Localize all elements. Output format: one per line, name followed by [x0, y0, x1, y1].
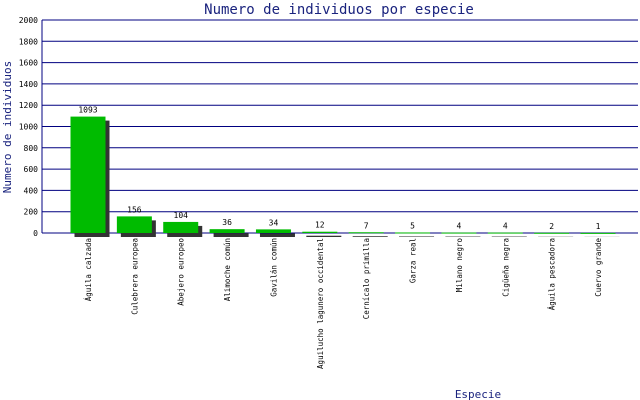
y-tick-label: 1600: [19, 59, 38, 68]
bar-value-label: 4: [456, 222, 461, 231]
bar-value-label: 34: [269, 218, 279, 227]
y-tick-label: 2000: [19, 16, 38, 25]
bar: [255, 229, 291, 233]
bar: [487, 232, 523, 234]
y-tick-label: 1400: [19, 80, 38, 89]
bar: [116, 216, 152, 233]
bar-value-label: 156: [127, 205, 142, 214]
gridlines: [41, 19, 638, 234]
category-label: Alimoche común: [223, 238, 232, 301]
bar: [534, 232, 570, 234]
category-label: Cuervo grande: [594, 238, 603, 297]
category-label: Cernícalo primilla: [362, 238, 371, 319]
category-labels: Águila calzada Culebrera europea Abejero e…: [84, 238, 603, 369]
x-axis-label: Especie: [455, 388, 501, 400]
bar: [70, 116, 106, 233]
bar-value-label: 2: [549, 222, 554, 231]
y-tick-label: 800: [24, 144, 39, 153]
category-label: Águila calzada: [84, 238, 93, 301]
bar-value-label: 7: [364, 221, 369, 230]
category-label: Milano negro: [455, 238, 464, 293]
y-tick-label: 1000: [19, 123, 38, 132]
y-tick-label: 200: [24, 208, 39, 217]
bar-value-label: 1: [596, 222, 601, 231]
category-label: Culebrera europea: [130, 238, 139, 315]
bar: [209, 229, 245, 233]
bar-shadow: [259, 233, 295, 237]
bar-value-label: 36: [222, 218, 232, 227]
category-label: Abejero europeo: [177, 238, 186, 306]
bar-value-label: 5: [410, 221, 415, 230]
bar: [163, 221, 199, 233]
bar-value-label: 1093: [78, 106, 97, 115]
bar: [302, 231, 338, 233]
y-tick-label: 0: [33, 229, 38, 238]
bar-shadow: [306, 235, 342, 237]
y-tick-label: 600: [24, 165, 39, 174]
y-tick-label: 1200: [19, 101, 38, 110]
y-axis-ticks: 0 200 400 600 800 1000 1200 1400 1600 1800 2000: [19, 16, 38, 238]
bar-value-label: 104: [174, 211, 189, 220]
bar: [348, 232, 384, 234]
category-label: Águila pescadora: [548, 238, 557, 310]
bar: [441, 232, 477, 234]
bar-shadow: [213, 233, 249, 237]
category-label: Garza real: [409, 238, 418, 283]
category-label: Gavilán común: [269, 238, 278, 297]
chart-title: Numero de individuos por especie: [204, 2, 474, 18]
category-label: Aguilucho lagunero occidental: [316, 238, 325, 369]
y-tick-label: 1800: [19, 37, 38, 46]
bar-value-label: 4: [503, 222, 508, 231]
y-tick-label: 400: [24, 186, 39, 195]
category-label: Cigüeña negra: [501, 238, 510, 297]
bar-shadow: [352, 236, 388, 237]
bar: [395, 232, 431, 234]
bars: [70, 116, 620, 237]
bar-shadow: [399, 236, 435, 237]
bar: [580, 232, 616, 234]
bar-value-label: 12: [315, 221, 325, 230]
y-axis-label: Numero de individuos: [1, 61, 14, 193]
value-labels: 1093 156 104 36 34 12 7 5 4 4 2 1: [78, 106, 600, 231]
